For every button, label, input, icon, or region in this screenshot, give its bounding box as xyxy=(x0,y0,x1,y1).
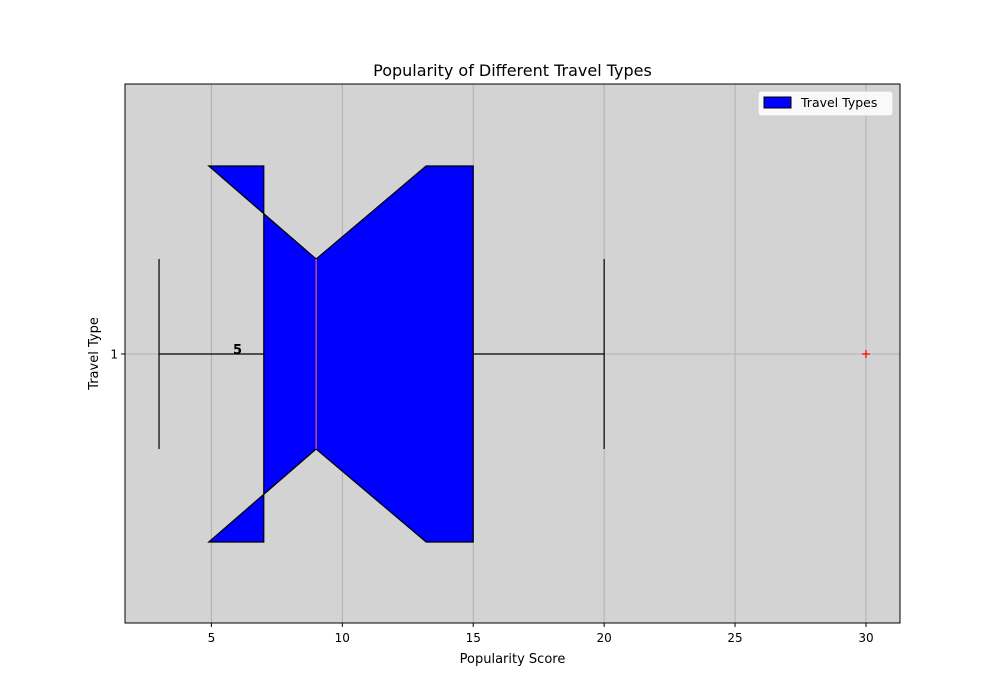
y-axis-label: Travel Type xyxy=(87,317,102,391)
notched-box xyxy=(207,165,474,543)
legend: Travel Types xyxy=(757,90,894,117)
x-tick-label: 5 xyxy=(208,631,216,645)
x-tick-label: 10 xyxy=(335,631,350,645)
legend-label: Travel Types xyxy=(800,95,877,110)
x-axis-label: Popularity Score xyxy=(460,652,566,667)
data-label: 5 xyxy=(233,343,242,358)
x-tick-label: 20 xyxy=(596,631,611,645)
y-tick-label: 1 xyxy=(110,348,118,362)
chart-title: Popularity of Different Travel Types xyxy=(373,61,652,80)
legend-frame xyxy=(757,90,894,117)
x-tick-label: 30 xyxy=(858,631,873,645)
outlier-point xyxy=(861,350,870,358)
x-tick-label: 25 xyxy=(727,631,742,645)
x-tick-label: 15 xyxy=(466,631,481,645)
legend-swatch xyxy=(763,96,792,109)
box-layer: 5 xyxy=(158,165,870,543)
axis-ticks: 5 10 15 20 25 30 1 xyxy=(110,348,873,646)
